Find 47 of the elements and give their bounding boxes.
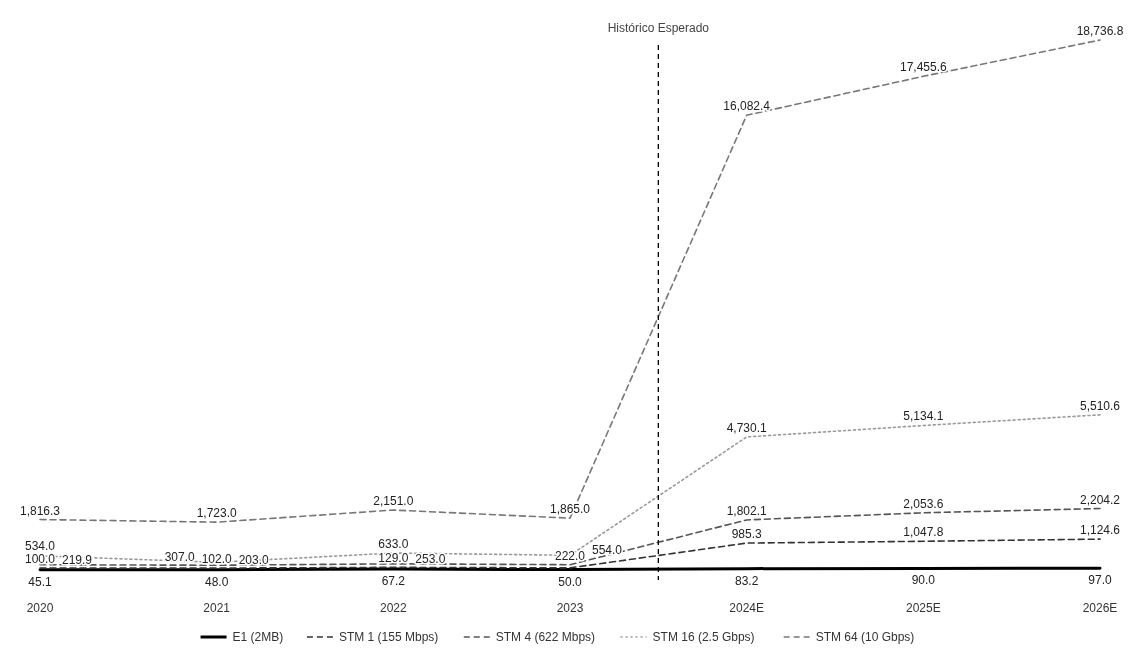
data-label: 1,802.1 bbox=[726, 503, 768, 518]
x-tick-label: 2020 bbox=[26, 601, 54, 615]
data-label: 985.3 bbox=[731, 527, 763, 542]
x-tick-label: 2022 bbox=[379, 601, 407, 615]
data-label: 48.0 bbox=[204, 574, 229, 589]
data-label: 83.2 bbox=[734, 573, 759, 588]
legend-label: STM 16 (2.5 Gbps) bbox=[652, 630, 755, 644]
x-tick-label: 2024E bbox=[729, 601, 765, 615]
data-label: 1,865.0 bbox=[549, 502, 591, 517]
data-label: 1,047.8 bbox=[903, 525, 944, 540]
data-label: 2,204.2 bbox=[1079, 492, 1121, 507]
x-tick-label: 2025E bbox=[905, 601, 941, 615]
data-label: 4,730.1 bbox=[726, 420, 768, 435]
data-label: 100.0 bbox=[24, 552, 56, 567]
data-label: 219.9 bbox=[62, 552, 93, 567]
data-label: 307.0 bbox=[164, 550, 195, 565]
data-label: 90.0 bbox=[911, 573, 936, 588]
data-label: 5,510.6 bbox=[1079, 398, 1121, 413]
legend-label: STM 1 (155 Mbps) bbox=[338, 630, 439, 644]
data-label: 1,124.6 bbox=[1079, 523, 1121, 538]
x-tick-label: 2026E bbox=[1082, 601, 1118, 615]
data-label: 5,134.1 bbox=[903, 409, 944, 424]
data-label: 554.0 bbox=[592, 543, 623, 558]
data-label: 129.0 bbox=[378, 551, 409, 566]
data-label: 97.0 bbox=[1088, 573, 1112, 588]
legend-label: STM 64 (10 Gbps) bbox=[815, 630, 915, 644]
data-label: 16,082.4 bbox=[723, 99, 771, 114]
text: Histórico Esperado bbox=[607, 21, 710, 35]
data-label: 67.2 bbox=[381, 574, 406, 589]
data-label: 45.1 bbox=[28, 574, 52, 589]
x-tick-label: 2021 bbox=[203, 601, 231, 615]
data-label: 1,816.3 bbox=[19, 503, 61, 518]
data-label: 18,736.8 bbox=[1076, 24, 1124, 38]
legend-label: E1 (2MB) bbox=[232, 630, 284, 644]
data-label: 203.0 bbox=[238, 553, 270, 568]
legend-label: STM 4 (622 Mbps) bbox=[495, 630, 596, 644]
data-label: 102.0 bbox=[201, 552, 233, 567]
data-label: 2,151.0 bbox=[373, 494, 414, 509]
x-tick-label: 2023 bbox=[556, 601, 584, 615]
data-label: 253.0 bbox=[415, 551, 446, 566]
data-label: 222.0 bbox=[554, 548, 586, 563]
data-label: 2,053.6 bbox=[903, 496, 944, 511]
data-label: 17,455.6 bbox=[899, 60, 948, 75]
data-label: 534.0 bbox=[24, 538, 56, 553]
data-label: 1,723.0 bbox=[196, 506, 238, 521]
data-label: 633.0 bbox=[378, 537, 409, 552]
data-label: 50.0 bbox=[558, 574, 582, 589]
